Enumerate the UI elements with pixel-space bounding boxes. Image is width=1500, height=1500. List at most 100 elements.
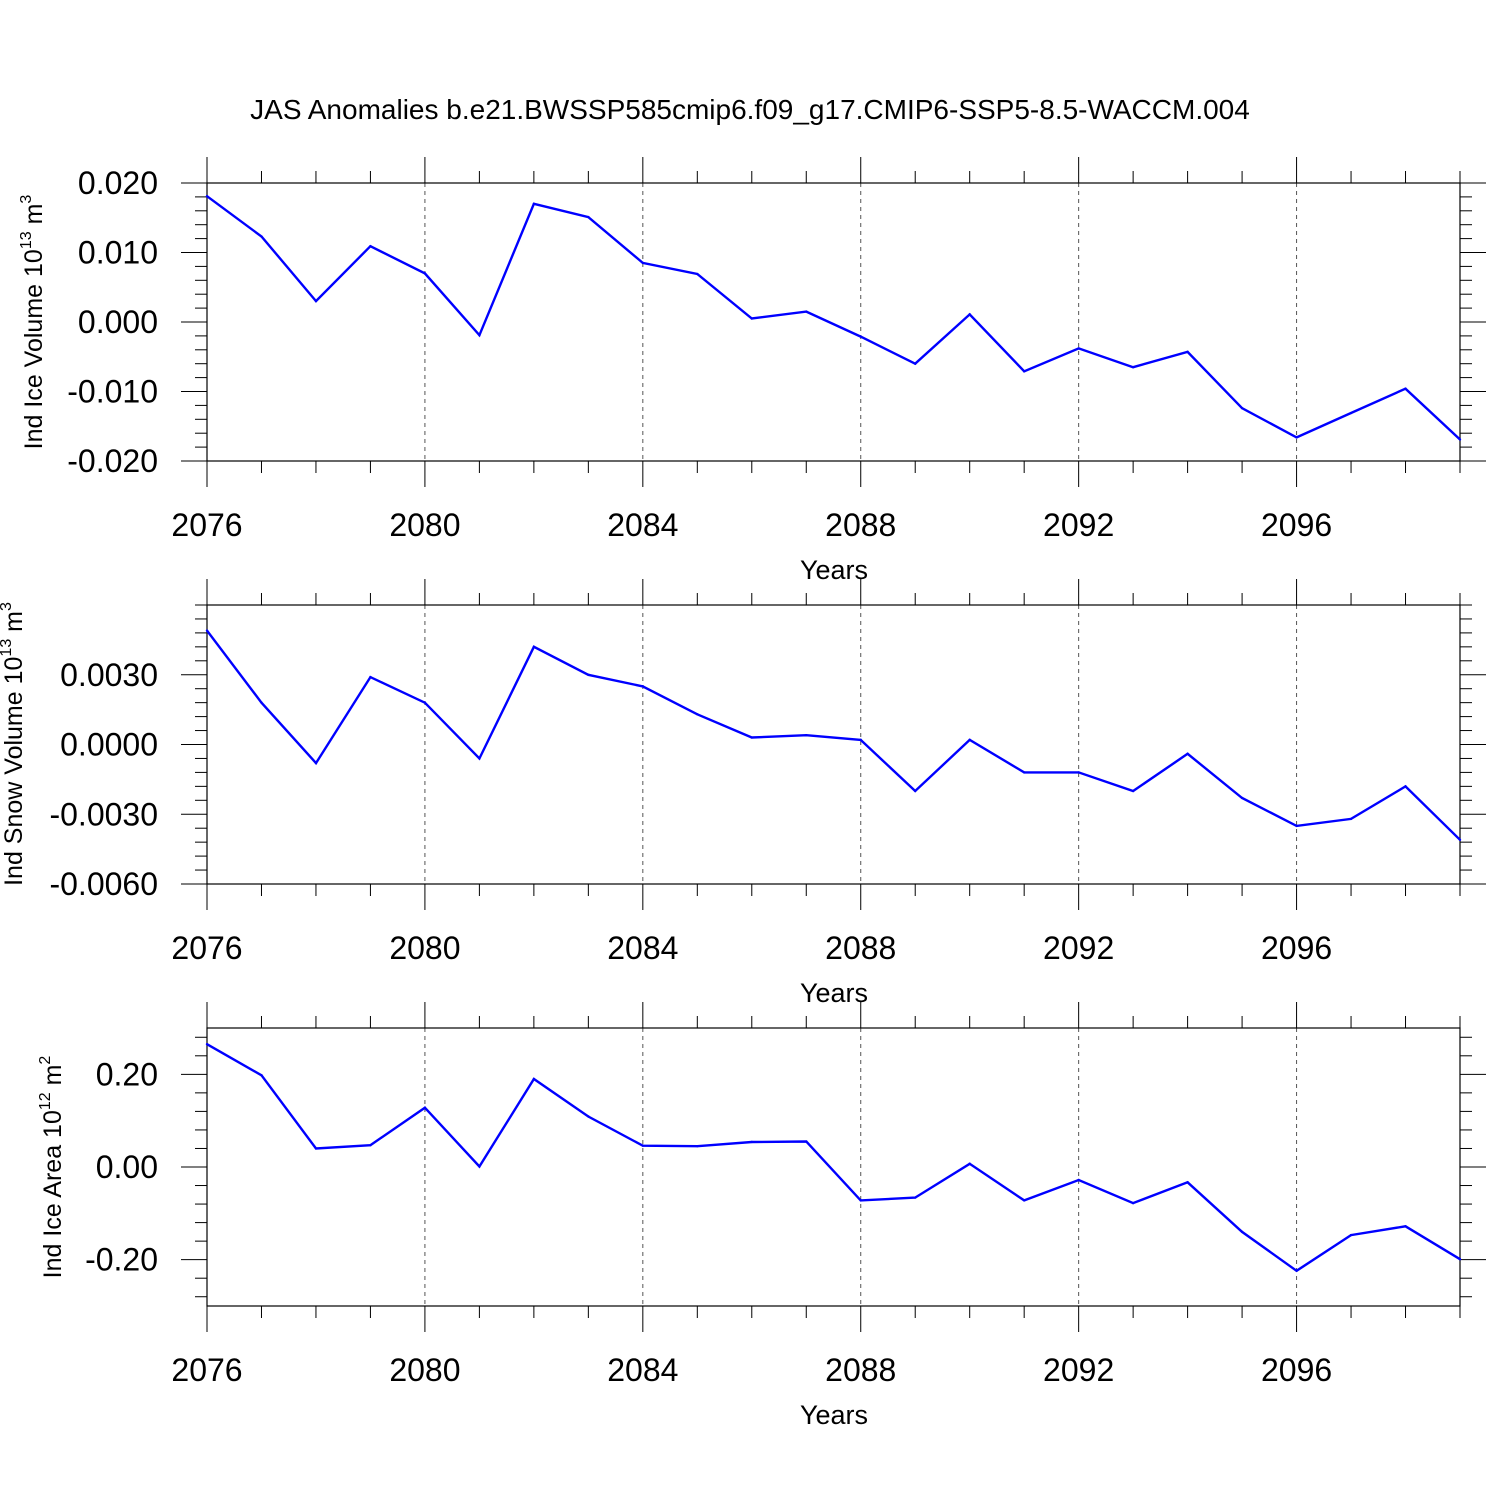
x-axis-label: Years — [800, 978, 868, 1008]
data-point — [914, 1196, 917, 1199]
x-tick-label: 2092 — [1043, 1352, 1114, 1388]
data-point — [1022, 370, 1026, 373]
y-axis-label-exponent: 13 — [18, 231, 35, 249]
series-line — [206, 629, 1461, 841]
y-axis-label-exponent: 12 — [37, 1092, 54, 1110]
data-point — [696, 713, 699, 716]
series-line — [206, 1043, 1461, 1273]
y-tick-label: 0.020 — [78, 165, 158, 201]
data-point — [1404, 387, 1407, 390]
y-axis-label-unit: m — [39, 1065, 67, 1093]
y-axis-label-text: Ind Ice Volume 10 — [20, 249, 48, 449]
y-tick-label: 0.000 — [78, 304, 158, 340]
data-point — [805, 1140, 808, 1143]
data-point — [1077, 771, 1080, 774]
data-point — [1186, 350, 1189, 354]
data-point — [478, 334, 481, 337]
y-tick-label: -0.0060 — [49, 866, 158, 902]
data-point — [1131, 365, 1135, 369]
x-tick-label: 2096 — [1261, 507, 1332, 543]
y-tick-label: 0.00 — [96, 1149, 158, 1185]
data-point — [1458, 838, 1462, 842]
data-point — [859, 738, 862, 742]
x-axis-label: Years — [800, 555, 868, 585]
x-tick-label: 2084 — [607, 507, 678, 543]
data-point — [641, 261, 645, 265]
data-point — [805, 734, 808, 737]
y-axis-label-unit-exponent: 2 — [37, 1056, 54, 1065]
y-tick-label: -0.020 — [67, 443, 158, 479]
data-point — [1295, 824, 1298, 828]
data-point — [423, 1106, 427, 1109]
y-axis-label-unit-exponent: 3 — [18, 195, 35, 204]
plot-frame — [206, 604, 1461, 885]
x-axis-label: Years — [800, 1400, 868, 1430]
data-point — [260, 235, 263, 238]
data-point — [205, 1043, 209, 1046]
y-axis-label: Ind Snow Volume 1013 m3 — [0, 602, 28, 886]
series-line — [206, 195, 1461, 441]
data-point — [587, 1115, 590, 1118]
x-tick-label: 2076 — [171, 1352, 242, 1388]
data-point — [641, 685, 645, 688]
data-point — [1022, 1199, 1026, 1202]
data-point — [205, 629, 209, 632]
data-point — [1349, 1233, 1353, 1237]
data-point — [750, 1140, 753, 1144]
data-point — [314, 299, 318, 303]
data-point — [968, 1162, 971, 1165]
y-tick-label: -0.0030 — [49, 796, 158, 832]
data-point — [1240, 1230, 1244, 1234]
data-point — [587, 673, 590, 676]
x-tick-label: 2084 — [607, 1352, 678, 1388]
chart-panel-2: 2076 2080 2084 2088 2092 2096 -0.0060 -0.0030 0.… — [0, 579, 1486, 1008]
data-point — [478, 1165, 481, 1168]
x-tick-label: 2092 — [1043, 507, 1114, 543]
data-point — [968, 313, 971, 316]
data-point — [369, 1144, 372, 1147]
panels: 2076 2080 2084 2088 2092 2096 -0.020 -0.010 0.00… — [0, 157, 1486, 1430]
chart-panel-3: 2076 2080 2084 2088 2092 2096 -0.20 0.00 0.20 Yea… — [37, 1002, 1486, 1430]
data-point — [1131, 789, 1135, 793]
data-point — [859, 1199, 862, 1202]
data-point — [750, 317, 753, 320]
y-axis-label-text: Ind Snow Volume 10 — [0, 657, 28, 886]
x-tick-label: 2096 — [1261, 930, 1332, 966]
chart-panel-1: 2076 2080 2084 2088 2092 2096 -0.020 -0.010 0.00… — [18, 157, 1486, 585]
y-axis-label-exponent: 13 — [0, 639, 15, 657]
y-tick-label: 0.20 — [96, 1056, 158, 1092]
x-tick-label: 2092 — [1043, 930, 1114, 966]
y-axis-label-text: Ind Ice Area 10 — [39, 1110, 67, 1278]
data-point — [696, 272, 699, 276]
y-tick-label: 0.0000 — [60, 727, 158, 763]
x-tick-label: 2076 — [171, 507, 242, 543]
data-point — [1295, 1269, 1298, 1272]
data-point — [1077, 1178, 1080, 1182]
plot-frame — [206, 182, 1461, 462]
data-point — [260, 1074, 263, 1077]
data-point — [1022, 771, 1026, 774]
data-point — [1295, 436, 1298, 439]
data-point — [914, 789, 917, 793]
data-point — [1131, 1201, 1135, 1205]
y-axis-label-unit: m — [0, 611, 28, 639]
y-tick-label: 0.010 — [78, 235, 158, 271]
data-point — [805, 310, 808, 313]
data-point — [1349, 411, 1353, 415]
x-tick-label: 2084 — [607, 930, 678, 966]
data-point — [1240, 406, 1244, 410]
data-point — [1077, 347, 1080, 350]
y-tick-label: 0.0030 — [60, 657, 158, 693]
data-point — [641, 1144, 645, 1147]
data-point — [314, 761, 318, 765]
data-point — [587, 215, 590, 219]
data-point — [1458, 438, 1462, 441]
data-point — [914, 362, 917, 365]
x-tick-label: 2076 — [171, 930, 242, 966]
x-tick-label: 2088 — [825, 930, 896, 966]
y-tick-label: -0.20 — [85, 1242, 158, 1278]
data-point — [423, 701, 427, 704]
data-point — [696, 1144, 699, 1148]
data-point — [423, 272, 427, 275]
